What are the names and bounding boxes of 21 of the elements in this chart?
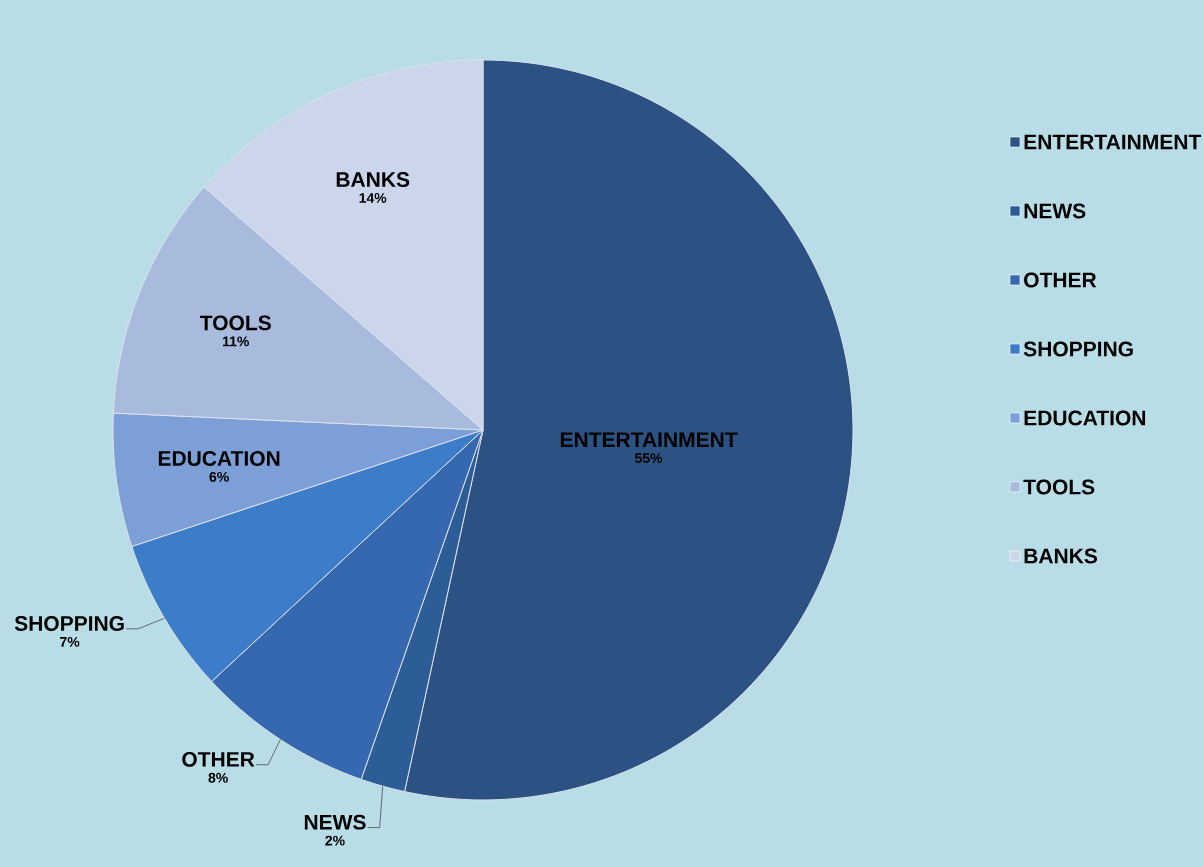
data-label: 7% (60, 636, 80, 647)
slice-label: BANKS (336, 172, 410, 187)
legend-label: NEWS (1024, 203, 1086, 219)
legend-label: SHOPPING (1023, 341, 1133, 357)
slice-label: ENTERTAINMENT (560, 432, 738, 447)
legend-label: EDUCATION (1024, 410, 1146, 426)
legend-label: ENTERTAINMENT (1024, 134, 1202, 150)
slice-label: EDUCATION (158, 451, 280, 466)
data-label: 11% (222, 336, 249, 347)
data-label: 14% (359, 193, 387, 203)
data-label: 6% (209, 471, 229, 482)
data-label: 8% (208, 772, 228, 783)
slice-label: SHOPPING (14, 616, 124, 631)
legend-label: BANKS (1024, 548, 1098, 564)
legend-label: OTHER (1024, 272, 1097, 288)
data-label: 2% (325, 835, 345, 846)
data-label: 55% (634, 453, 663, 464)
legend-label: TOOLS (1023, 479, 1095, 495)
slice-label: OTHER (182, 751, 255, 767)
slice-label: TOOLS (200, 315, 271, 331)
slice-label: NEWS (304, 814, 366, 830)
